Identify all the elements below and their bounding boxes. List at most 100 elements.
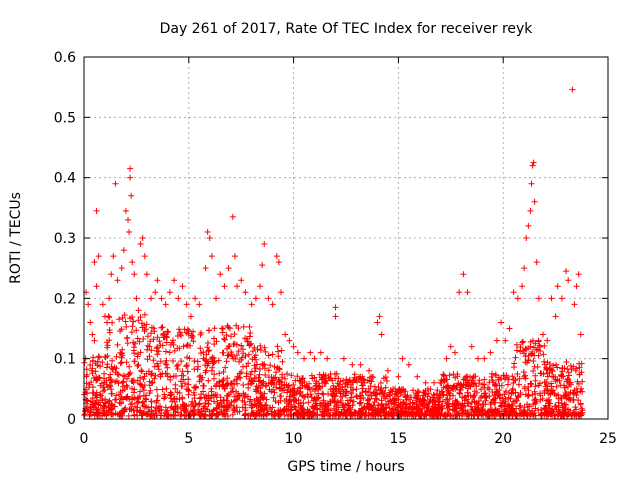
data-point: [273, 253, 280, 260]
data-point: [311, 355, 318, 362]
data-point: [175, 295, 182, 302]
x-tick-label: 15: [389, 431, 407, 447]
data-point: [221, 283, 228, 290]
data-point: [213, 295, 220, 302]
data-point: [533, 259, 540, 266]
data-point: [143, 271, 150, 278]
data-point: [384, 367, 391, 374]
data-point: [376, 313, 383, 320]
data-point: [395, 373, 402, 380]
data-point: [154, 277, 161, 284]
data-point: [202, 265, 209, 272]
data-point: [91, 337, 98, 344]
data-point: [110, 253, 117, 260]
data-point: [141, 253, 148, 260]
data-point: [577, 331, 584, 338]
data-points: [83, 86, 584, 386]
data-point: [502, 337, 509, 344]
data-point: [569, 86, 576, 93]
data-point: [573, 283, 580, 290]
data-point: [114, 277, 121, 284]
x-tick-label: 0: [80, 431, 89, 447]
data-point: [519, 283, 526, 290]
y-tick-label: 0.4: [54, 171, 76, 187]
data-point: [135, 307, 142, 314]
x-tick-label: 25: [599, 431, 617, 447]
data-point: [125, 216, 132, 223]
data-point: [133, 295, 140, 302]
data-point: [248, 301, 255, 308]
data-point: [563, 268, 570, 275]
data-point: [552, 313, 559, 320]
data-point: [158, 295, 165, 302]
data-point: [95, 253, 102, 260]
data-point: [487, 349, 494, 356]
y-tick-label: 0.1: [54, 352, 76, 368]
data-point: [447, 343, 454, 350]
data-point: [332, 304, 339, 311]
dense-point-cloud: [81, 311, 586, 419]
data-point: [324, 355, 331, 362]
data-point: [127, 174, 134, 181]
data-point: [118, 265, 125, 272]
data-point: [548, 295, 555, 302]
x-axis-label: GPS time / hours: [287, 459, 404, 475]
data-point: [464, 289, 471, 296]
data-point: [252, 295, 259, 302]
data-point: [108, 271, 115, 278]
data-point: [89, 331, 96, 338]
data-point: [530, 159, 537, 166]
data-point: [506, 325, 513, 332]
data-point: [128, 192, 135, 199]
data-point: [510, 289, 517, 296]
data-point: [122, 207, 129, 214]
data-point: [498, 319, 505, 326]
data-point: [206, 235, 213, 241]
data-point: [278, 289, 285, 296]
y-tick-label: 0: [67, 412, 76, 428]
data-point: [87, 319, 94, 326]
data-point: [204, 228, 211, 235]
data-point: [431, 379, 438, 386]
data-point: [525, 222, 532, 229]
data-point: [340, 355, 347, 362]
data-point: [475, 355, 482, 362]
data-point: [166, 289, 173, 296]
data-point: [290, 343, 297, 350]
data-point: [366, 367, 373, 374]
data-point: [139, 235, 146, 241]
data-point: [179, 283, 186, 290]
data-point: [307, 349, 314, 356]
data-point: [137, 241, 144, 248]
data-point: [93, 283, 100, 290]
y-axis-label: ROTI / TECUs: [8, 192, 24, 284]
data-point: [529, 162, 536, 169]
grid: [84, 57, 608, 419]
data-point: [129, 259, 136, 266]
data-point: [217, 271, 224, 278]
data-point: [414, 373, 421, 380]
data-point: [558, 295, 565, 302]
data-point: [399, 355, 406, 362]
data-point: [265, 295, 272, 302]
chart-title: Day 261 of 2017, Rate Of TEC Index for r…: [160, 21, 534, 37]
data-point: [286, 337, 293, 344]
data-point: [554, 283, 561, 290]
data-point: [378, 331, 385, 338]
data-point: [106, 295, 113, 302]
data-point: [192, 295, 199, 302]
data-point: [535, 295, 542, 302]
data-point: [225, 265, 232, 272]
data-point: [481, 355, 488, 362]
data-point: [456, 289, 463, 296]
data-point: [162, 301, 169, 308]
data-point: [208, 253, 215, 260]
x-tick-label: 20: [494, 431, 512, 447]
data-point: [85, 301, 92, 308]
y-tick-label: 0.2: [54, 291, 76, 307]
data-point: [93, 207, 100, 214]
data-point: [131, 271, 138, 278]
data-point: [231, 253, 238, 260]
data-point: [575, 271, 582, 278]
